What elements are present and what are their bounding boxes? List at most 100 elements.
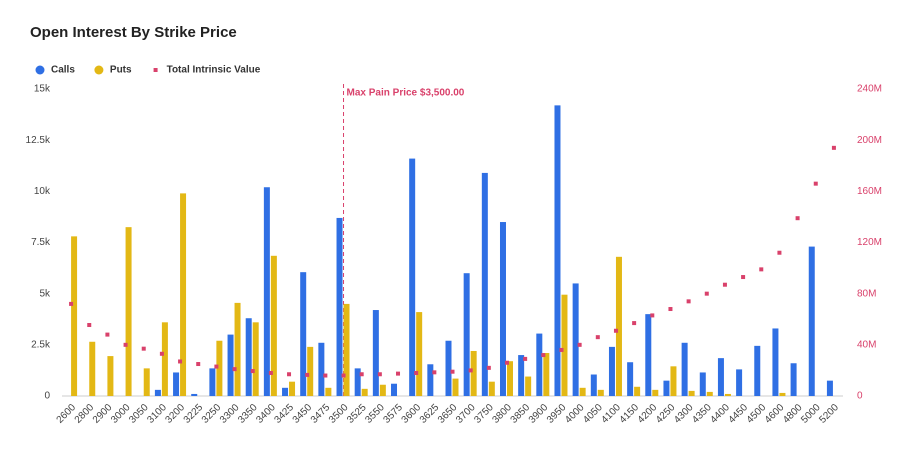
bar [488, 381, 495, 396]
x-tick-label: 3550 [363, 402, 387, 426]
bar [245, 318, 252, 396]
dot [69, 301, 74, 306]
bar [354, 368, 361, 396]
x-tick-label: 3200 [164, 402, 188, 426]
dot [795, 216, 800, 221]
bar [597, 389, 604, 396]
bar [416, 312, 423, 396]
x-tick-label: 4100 [599, 402, 623, 426]
dot [232, 367, 237, 372]
bar [427, 364, 434, 396]
dot [141, 346, 146, 351]
dot [268, 370, 273, 375]
y-tick-label: 15k [34, 84, 51, 95]
dot [704, 291, 709, 296]
dot [668, 307, 673, 312]
dot [741, 275, 746, 280]
y2-tick-label: 200M [857, 135, 882, 146]
dot [831, 145, 836, 150]
dot [414, 370, 419, 375]
dot [159, 351, 164, 356]
y-tick-label: 7.5k [31, 237, 51, 248]
bar [772, 328, 779, 396]
legend-marker [94, 65, 104, 75]
x-tick-label: 3400 [254, 402, 278, 426]
bar [554, 105, 561, 396]
x-tick-label: 4450 [727, 402, 751, 426]
x-tick-label: 3575 [381, 402, 405, 426]
dot [813, 181, 818, 186]
bar [270, 255, 277, 396]
bar [325, 387, 332, 396]
dot [377, 372, 382, 377]
bar [154, 389, 161, 396]
dot [450, 369, 455, 374]
bar [645, 314, 652, 396]
x-tick-label: 3000 [109, 402, 133, 426]
x-tick-label: 3300 [218, 402, 242, 426]
dot [777, 250, 782, 255]
bar [89, 341, 96, 396]
bar [336, 217, 343, 396]
dot [196, 362, 201, 367]
x-tick-label: 3050 [127, 402, 151, 426]
x-tick-label: 3625 [418, 402, 442, 426]
bar [180, 193, 187, 396]
dot [287, 372, 292, 377]
bar [289, 381, 296, 396]
bar [681, 342, 688, 396]
bar [252, 322, 259, 396]
bar [717, 358, 724, 396]
dot [432, 370, 437, 375]
bar [663, 380, 670, 396]
bar [518, 355, 525, 396]
dot [178, 359, 183, 364]
x-tick-label: 3750 [472, 402, 496, 426]
x-tick-label: 4500 [745, 402, 769, 426]
bar [71, 236, 78, 396]
y-tick-label: 2.5k [31, 339, 51, 350]
bar [506, 361, 513, 396]
bar [561, 294, 568, 396]
dot [87, 323, 92, 328]
x-tick-label: 5000 [799, 402, 823, 426]
dot [359, 372, 364, 377]
dot [577, 342, 582, 347]
bar [670, 366, 677, 396]
dot [686, 299, 691, 304]
bar [452, 378, 459, 396]
dot [613, 328, 618, 333]
x-tick-label: 3800 [490, 402, 514, 426]
bar [234, 302, 241, 396]
bar [391, 383, 398, 396]
x-tick-label: 3700 [454, 402, 478, 426]
dot [523, 356, 528, 361]
bar [307, 346, 314, 396]
max-pain-label: Max Pain Price $3,500.00 [347, 88, 465, 99]
bar [191, 393, 198, 396]
bar [470, 350, 477, 396]
x-tick-label: 4150 [618, 402, 642, 426]
dot [759, 267, 764, 272]
x-tick-label: 4350 [690, 402, 714, 426]
dot [486, 365, 491, 370]
bar [706, 391, 713, 396]
dot [468, 368, 473, 373]
y2-tick-label: 0 [857, 391, 863, 402]
bar [808, 246, 815, 396]
x-tick-label: 3475 [309, 402, 333, 426]
y-tick-label: 12.5k [26, 135, 51, 146]
x-tick-label: 4000 [563, 402, 587, 426]
bar [463, 273, 470, 396]
x-tick-label: 3900 [527, 402, 551, 426]
dot [341, 373, 346, 378]
x-tick-label: 3650 [436, 402, 460, 426]
x-tick-label: 3525 [345, 402, 369, 426]
bar [590, 374, 597, 396]
x-tick-label: 2900 [91, 402, 115, 426]
dot [541, 353, 546, 358]
bar [525, 376, 532, 396]
x-tick-label: 4050 [581, 402, 605, 426]
bar [125, 227, 132, 396]
bar [379, 384, 386, 396]
